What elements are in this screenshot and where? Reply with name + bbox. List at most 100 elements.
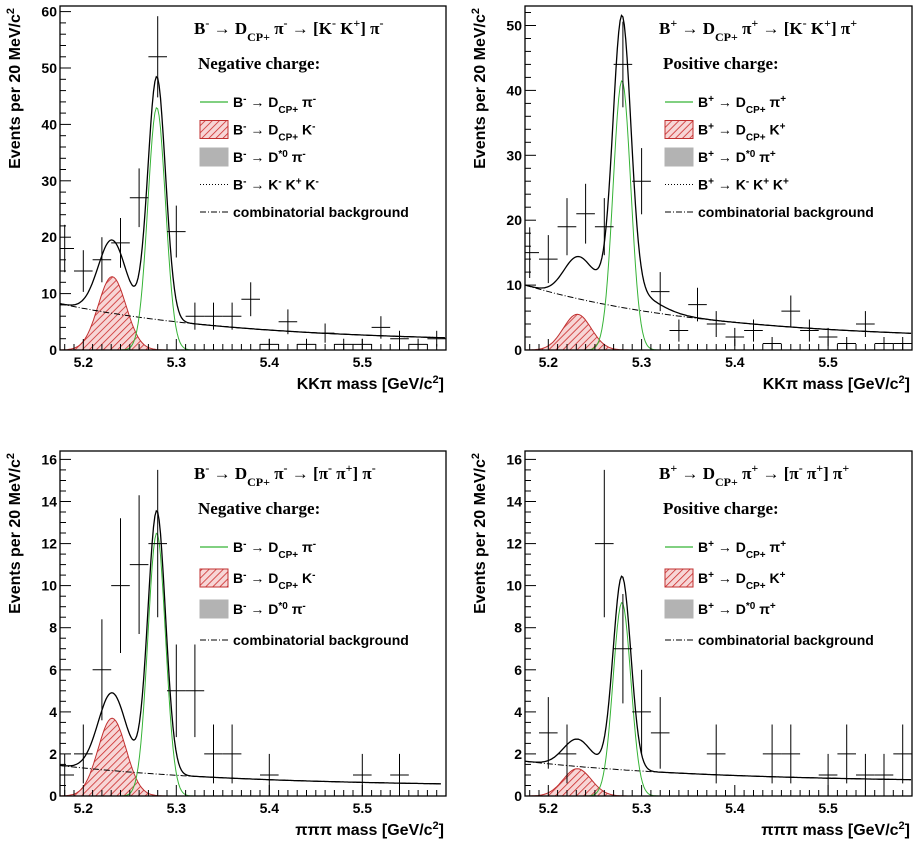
data-point	[762, 724, 782, 784]
data-point	[874, 753, 894, 796]
data-point	[557, 198, 577, 256]
legend-item: combinatorial background	[200, 204, 409, 220]
data-point	[185, 644, 205, 738]
legend-label: combinatorial background	[233, 632, 409, 648]
legend-item: B- → DCP+ K-	[199, 120, 315, 143]
x-tick-label: 5.5	[818, 354, 838, 370]
y-tick-label: 8	[49, 620, 57, 636]
data-point	[129, 495, 149, 634]
data-point	[856, 753, 875, 796]
x-tick-label: 5.2	[539, 800, 559, 816]
data-point	[706, 724, 726, 784]
data-point	[706, 311, 726, 337]
x-axis-label: πππ mass [GeV/c2]	[295, 820, 444, 839]
data-point	[204, 724, 223, 784]
x-axis: 5.2 5.3 5.4 5.5	[529, 785, 904, 816]
y-axis-label: Events per 20 MeV/c2	[5, 453, 24, 614]
x-tick-label: 5.3	[167, 354, 187, 370]
y-tick-label: 14	[41, 494, 57, 510]
data-point	[650, 272, 670, 312]
chart-panel-4: 5.2 5.3 5.4 5.5 0 2 4 6 8 10 12 14 16 πππ mass [GeV/c…	[470, 450, 913, 839]
legend: B- → DCP+ π- B- → DCP+ K- B- → D*0 π- B- → …	[199, 94, 409, 220]
chart-panel-2: 5.2 5.3 5.4 5.5 0 10 20 30 40 50 KKπ mass [GeV/c2]…	[470, 5, 913, 393]
data-point	[613, 21, 633, 108]
y-tick-label: 20	[41, 229, 57, 245]
plot-frame	[524, 450, 913, 797]
y-axis: 0 2 4 6 8 10 12 14 16	[41, 451, 71, 804]
data-point	[594, 198, 614, 256]
y-axis: 0 10 20 30 40 50	[506, 12, 536, 358]
legend: B+ → DCP+ π+ B+ → DCP+ K+ B+ → D*0 π+ B+ → …	[664, 94, 874, 220]
chart-title: B+ → DCP+ π+ → [K- K+] π+	[659, 16, 857, 44]
y-tick-label: 10	[41, 286, 57, 302]
y-tick-label: 0	[514, 342, 522, 358]
legend-label: B+ → D*0 π+	[698, 149, 776, 166]
data-point	[594, 469, 614, 618]
y-tick-label: 2	[514, 746, 522, 762]
legend-label: B+ → D*0 π+	[698, 601, 776, 618]
y-tick-label: 10	[506, 578, 522, 594]
data-point	[688, 287, 707, 322]
data-point	[167, 205, 186, 258]
y-tick-label: 6	[49, 662, 57, 678]
x-tick-label: 5.3	[632, 800, 652, 816]
chart-panel-1: 5.2 5.3 5.4 5.5 0 10 20 30 40 50 60 KKπ mass [GeV/c…	[5, 4, 447, 393]
chart-title: B+ → DCP+ π+ → [π- π+] π+	[659, 461, 849, 489]
data-point	[856, 311, 875, 337]
data-point	[800, 319, 819, 342]
data-point	[74, 724, 93, 784]
data-point	[557, 724, 577, 784]
legend-label: B+ → DCP+ K+	[698, 570, 786, 592]
y-tick-label: 4	[49, 704, 57, 720]
total-fit-curve	[60, 509, 441, 785]
legend-item: B+ → DCP+ π+	[665, 539, 786, 561]
legend-item: B- → D*0 π-	[199, 599, 306, 619]
dk-component-area	[525, 768, 912, 796]
total-fit-curve	[525, 14, 912, 334]
y-tick-label: 40	[506, 82, 522, 98]
y-tick-label: 16	[506, 451, 522, 467]
data-point	[185, 302, 205, 330]
y-axis-label: Events per 20 MeV/c2	[5, 8, 24, 169]
legend-dk-swatch	[199, 568, 229, 588]
x-tick-label: 5.2	[539, 354, 559, 370]
legend-item: combinatorial background	[665, 204, 874, 220]
legend-label: B- → DCP+ π-	[233, 539, 316, 561]
legend: B- → DCP+ π- B- → DCP+ K- B- → D*0 π-combi…	[199, 539, 409, 648]
legend-label: B- → DCP+ K-	[233, 121, 315, 143]
data-point	[148, 469, 167, 618]
data-point	[669, 319, 689, 342]
x-tick-label: 5.3	[167, 800, 187, 816]
data-point	[241, 282, 260, 317]
y-tick-label: 60	[41, 4, 57, 20]
chart-title: B- → DCP+ π- → [π- π+] π-	[194, 461, 376, 489]
y-axis: 0 2 4 6 8 10 12 14 16	[506, 451, 536, 804]
y-tick-label: 50	[41, 60, 57, 76]
legend-item: combinatorial background	[200, 632, 409, 648]
y-tick-label: 50	[506, 18, 522, 34]
y-tick-label: 14	[506, 494, 522, 510]
data-point	[204, 302, 223, 330]
plot-frame	[59, 5, 447, 351]
legend-item: B- → DCP+ K-	[199, 568, 315, 592]
x-tick-label: 5.4	[260, 354, 280, 370]
y-tick-label: 10	[506, 277, 522, 293]
legend-item: B+ → DCP+ K+	[664, 120, 786, 143]
data-point	[390, 753, 409, 796]
legend-item: B+ → K- K+ K+	[665, 176, 789, 193]
legend-label: B+ → K- K+ K+	[698, 176, 789, 193]
data-point	[781, 295, 801, 327]
legend-item: B- → DCP+ π-	[200, 94, 316, 116]
data-point	[525, 227, 539, 278]
legend-label: B+ → DCP+ K+	[698, 121, 786, 143]
x-tick-label: 5.5	[818, 800, 838, 816]
dk-component-area	[60, 717, 442, 796]
y-tick-label: 0	[49, 342, 57, 358]
y-tick-label: 12	[41, 536, 57, 552]
legend-label: combinatorial background	[698, 204, 874, 220]
legend-dk-swatch	[199, 120, 229, 139]
legend-label: B+ → DCP+ π+	[698, 94, 786, 116]
x-tick-label: 5.3	[632, 354, 652, 370]
x-tick-label: 5.4	[725, 354, 745, 370]
